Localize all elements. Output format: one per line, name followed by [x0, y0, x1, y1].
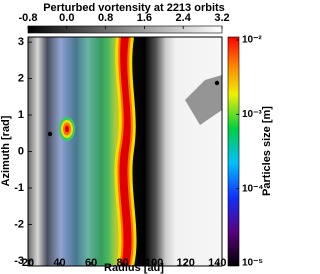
y-tick-label: 1 [18, 109, 24, 121]
colorbar-top [27, 25, 223, 34]
colorbar-top-tick-label: 2.4 [176, 12, 192, 24]
x-tick-label: 40 [53, 257, 65, 269]
x-tick-label: 140 [208, 257, 226, 269]
x-tick-label: 120 [177, 257, 195, 269]
y-axis-label: Azimuth [rad] [0, 115, 12, 186]
colorbar-right-tick-label: 10⁻⁴ [242, 183, 263, 194]
plot-image [28, 37, 222, 266]
colorbar-right [227, 36, 240, 267]
y-tick-label: 0 [18, 145, 24, 157]
colorbar-right-tick-label: 10⁻⁵ [242, 258, 263, 269]
y-tick-label: -1 [14, 182, 24, 194]
colorbar-top-tick-label: -0.8 [19, 12, 38, 24]
y-tick-label: -2 [14, 218, 24, 230]
x-tick-label: 80 [117, 257, 129, 269]
colorbar-top-tick-label: 1.6 [137, 12, 152, 24]
colorbar-top-tick-label: 0.8 [98, 12, 113, 24]
colorbar-right-tick-label: 10⁻³ [242, 109, 262, 120]
colorbar-right-tick-label: 10⁻² [242, 35, 262, 46]
x-tick-label: 20 [22, 257, 34, 269]
colorbar-top-tick-label: 0.0 [59, 12, 74, 24]
x-tick-label: 60 [85, 257, 97, 269]
chart-title: Perturbed vortensity at 2213 orbits [43, 2, 225, 14]
y-tick-label: 3 [18, 36, 24, 48]
y-tick-label: 2 [18, 72, 24, 84]
y-tick-label: -3 [14, 255, 24, 267]
colorbar-label: Particles size [m] [261, 106, 273, 196]
x-tick-label: 100 [145, 257, 163, 269]
figure: Perturbed vortensity at 2213 orbits Radi… [0, 2, 273, 274]
x-axis-label: Radius [au] [104, 262, 164, 274]
colorbar-top-tick-label: 3.2 [214, 12, 229, 24]
